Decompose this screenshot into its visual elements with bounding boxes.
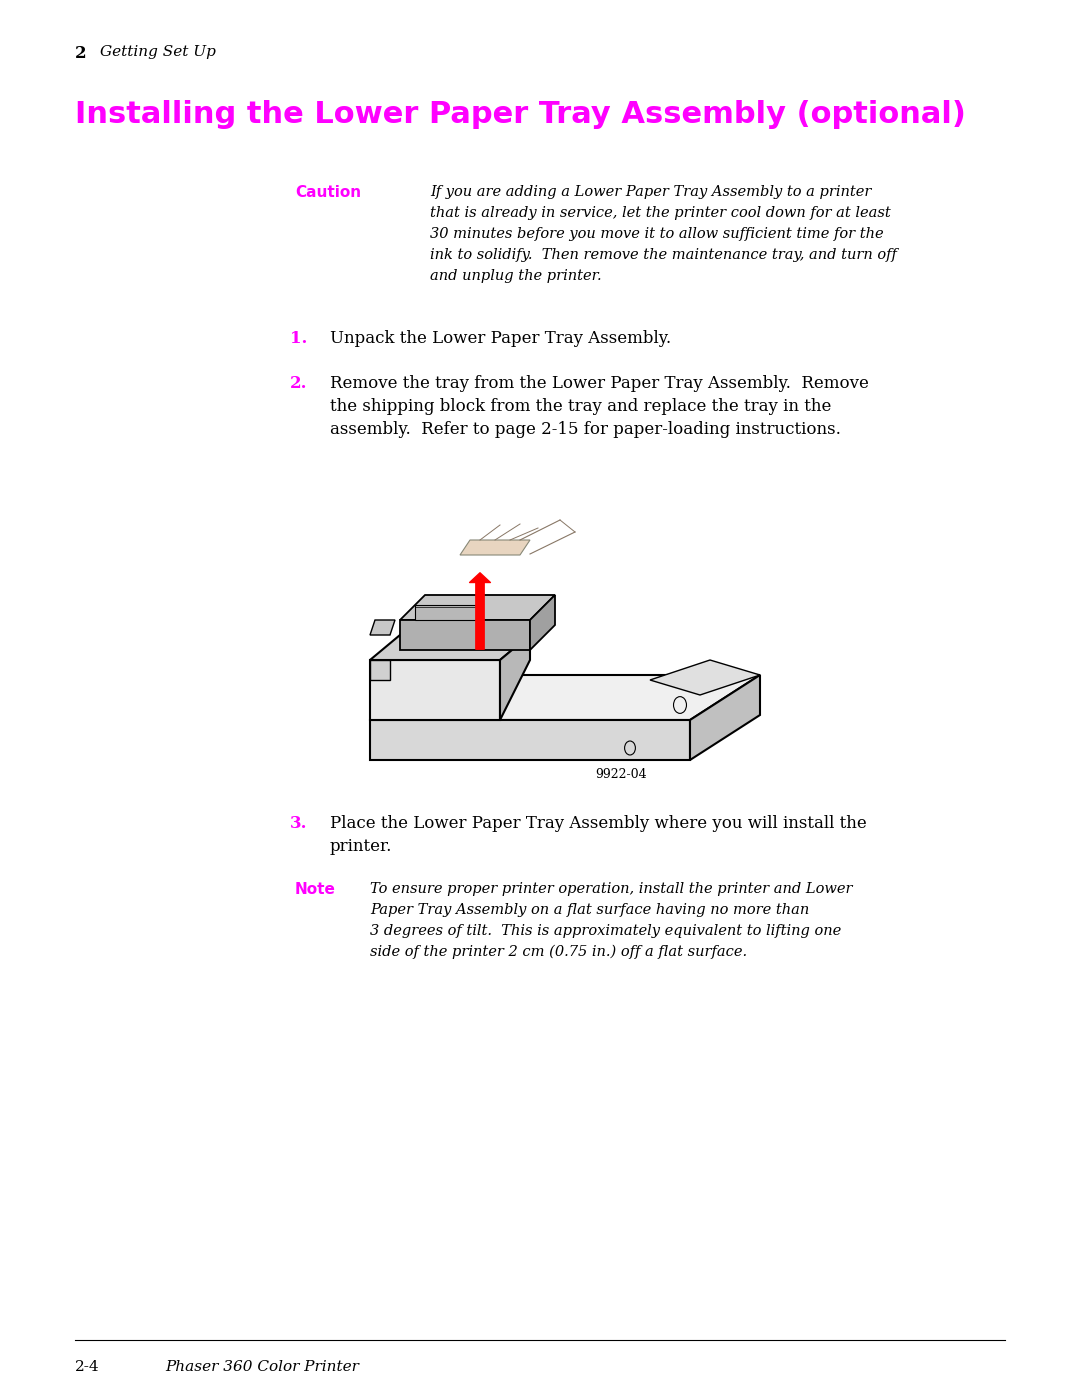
Polygon shape bbox=[530, 595, 555, 650]
Polygon shape bbox=[400, 595, 555, 620]
Text: Note: Note bbox=[295, 882, 336, 897]
Text: Caution: Caution bbox=[295, 184, 361, 200]
Text: ink to solidify.  Then remove the maintenance tray, and turn off: ink to solidify. Then remove the mainten… bbox=[430, 249, 896, 263]
Polygon shape bbox=[400, 620, 530, 650]
Polygon shape bbox=[370, 719, 690, 760]
Polygon shape bbox=[370, 620, 395, 636]
Polygon shape bbox=[415, 605, 480, 620]
Text: Unpack the Lower Paper Tray Assembly.: Unpack the Lower Paper Tray Assembly. bbox=[330, 330, 671, 346]
Polygon shape bbox=[370, 636, 530, 659]
Text: 3.: 3. bbox=[291, 814, 308, 833]
Text: assembly.  Refer to page 2-15 for paper-loading instructions.: assembly. Refer to page 2-15 for paper-l… bbox=[330, 420, 841, 439]
Text: Installing the Lower Paper Tray Assembly (optional): Installing the Lower Paper Tray Assembly… bbox=[75, 101, 966, 129]
Text: 1.: 1. bbox=[291, 330, 308, 346]
Text: To ensure proper printer operation, install the printer and Lower: To ensure proper printer operation, inst… bbox=[370, 882, 852, 895]
Text: 9922-04: 9922-04 bbox=[595, 768, 647, 781]
Text: printer.: printer. bbox=[330, 838, 392, 855]
Text: Remove the tray from the Lower Paper Tray Assembly.  Remove: Remove the tray from the Lower Paper Tra… bbox=[330, 374, 869, 393]
Text: 3 degrees of tilt.  This is approximately equivalent to lifting one: 3 degrees of tilt. This is approximately… bbox=[370, 923, 841, 937]
Text: and unplug the printer.: and unplug the printer. bbox=[430, 270, 602, 284]
Text: Getting Set Up: Getting Set Up bbox=[100, 45, 216, 59]
Polygon shape bbox=[460, 541, 530, 555]
Text: Phaser 360 Color Printer: Phaser 360 Color Printer bbox=[165, 1361, 359, 1375]
Text: 2-4: 2-4 bbox=[75, 1361, 99, 1375]
Text: Paper Tray Assembly on a flat surface having no more than: Paper Tray Assembly on a flat surface ha… bbox=[370, 902, 809, 916]
Polygon shape bbox=[370, 675, 760, 719]
Text: the shipping block from the tray and replace the tray in the: the shipping block from the tray and rep… bbox=[330, 398, 832, 415]
Text: 30 minutes before you move it to allow sufficient time for the: 30 minutes before you move it to allow s… bbox=[430, 226, 883, 242]
Polygon shape bbox=[690, 675, 760, 760]
Text: side of the printer 2 cm (0.75 in.) off a flat surface.: side of the printer 2 cm (0.75 in.) off … bbox=[370, 944, 747, 960]
Text: 2.: 2. bbox=[291, 374, 308, 393]
Polygon shape bbox=[370, 659, 500, 719]
Text: 2: 2 bbox=[75, 45, 86, 61]
Text: If you are adding a Lower Paper Tray Assembly to a printer: If you are adding a Lower Paper Tray Ass… bbox=[430, 184, 872, 198]
Polygon shape bbox=[500, 636, 530, 719]
Polygon shape bbox=[370, 659, 390, 680]
Text: that is already in service, let the printer cool down for at least: that is already in service, let the prin… bbox=[430, 205, 891, 219]
Polygon shape bbox=[650, 659, 760, 694]
Text: Place the Lower Paper Tray Assembly where you will install the: Place the Lower Paper Tray Assembly wher… bbox=[330, 814, 867, 833]
